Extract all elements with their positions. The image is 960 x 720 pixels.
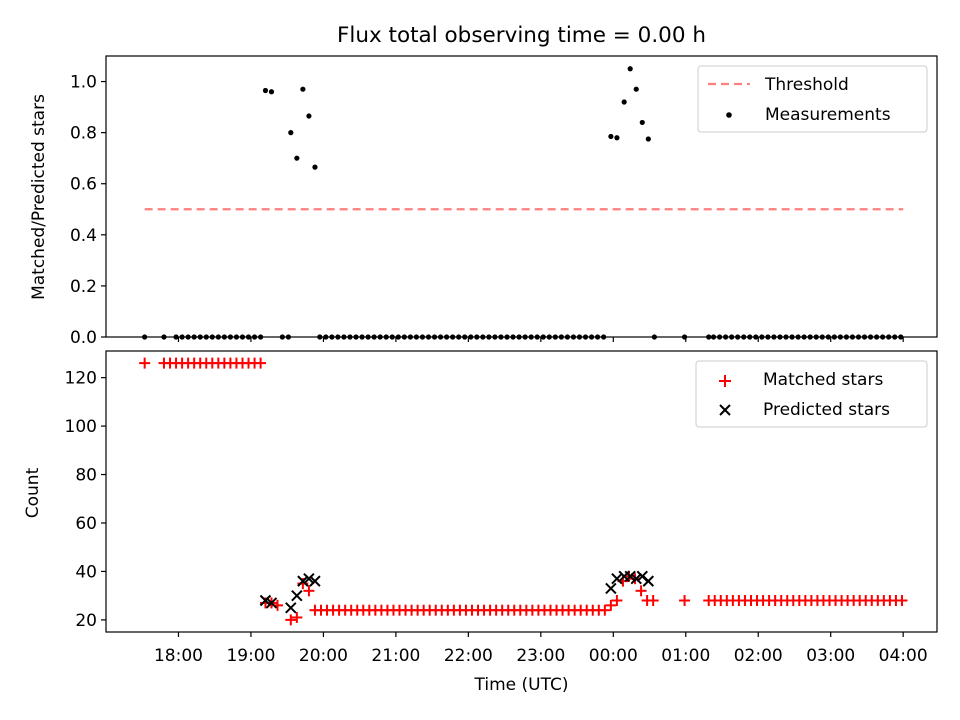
measurement-point [288,130,294,136]
predicted-star-marker [611,572,623,585]
bottom-x-tick-label: 03:00 [806,646,855,666]
top-y-tick-label: 0.4 [70,226,97,246]
bottom-x-tick-label: 20:00 [299,646,348,666]
predicted-stars-series [259,570,655,614]
measurement-point [627,66,633,72]
predicted-star-marker [265,597,278,609]
predicted-stars-legend-swatch [719,404,731,416]
predicted-star-marker [291,589,303,602]
bottom-x-tick-label: 18:00 [154,646,203,666]
top-panel: 0.0 0.2 0.4 0.6 0.8 1.0 Matched/Predicted sta… [29,55,938,348]
chart-title: Flux total observing time = 0.00 h [337,23,706,48]
top-y-tick-label: 0.6 [70,175,97,195]
predicted-star-marker [309,575,321,587]
bottom-x-tick-label: 00:00 [589,646,638,666]
top-y-tick-label: 1.0 [70,73,97,93]
measurement-point [268,89,275,95]
top-legend-box [697,65,928,133]
predicted-star-marker [642,575,655,587]
matched-star-marker [139,357,151,369]
top-axes-frame [105,55,938,338]
matched-star-marker [647,595,659,607]
measurement-point [294,155,300,161]
measurement-point [639,119,645,126]
matched-star-marker [303,585,315,597]
top-y-tick-label: 0.8 [70,124,97,144]
measurement-point [645,136,651,142]
top-x-axis-ticks [177,337,904,342]
predicted-star-marker [285,602,297,614]
bottom-y-tick-label: 100 [65,417,97,437]
predicted-star-marker [303,572,315,585]
matched-star-marker [285,614,297,626]
bottom-axes-frame [105,350,938,633]
bottom-x-tick-label: 02:00 [734,646,783,666]
top-legend: Threshold Measurements [697,65,928,133]
matched-star-marker [679,595,691,607]
predicted-star-marker [259,594,272,607]
top-y-tick-label: 0.2 [70,277,97,297]
measurements-legend-label: Measurements [765,105,891,125]
bottom-y-tick-label: 60 [75,514,97,534]
bottom-x-tick-label: 04:00 [879,646,928,666]
top-y-axis-ticks: 0.0 0.2 0.4 0.6 0.8 1.0 [70,73,106,348]
measurement-point [306,113,312,119]
predicted-star-marker [605,582,617,595]
matched-star-marker [896,595,908,607]
bottom-legend-box [695,360,928,428]
threshold-legend-label: Threshold [764,75,849,95]
bottom-y-axis-ticks: 20 40 60 80 100 120 [65,369,106,631]
bottom-x-axis-ticks: 18:00 19:00 20:00 21:00 22:00 23:00 00:00 01:00… [154,632,928,666]
matched-star-marker [599,604,611,616]
predicted-star-marker [630,572,642,585]
bottom-y-tick-label: 20 [75,611,97,631]
measurement-point [300,86,306,92]
top-y-axis-label: Matched/Predicted stars [29,94,49,300]
bottom-x-tick-label: 23:00 [516,646,565,666]
measurement-point [608,133,614,140]
bottom-legend: Matched stars Predicted stars [695,360,928,428]
matched-star-marker [635,585,647,597]
matched-star-marker [291,611,303,623]
measurement-point [621,99,627,105]
matched-star-marker [605,599,617,611]
predicted-star-marker [624,570,636,582]
bottom-y-axis-label: Count [23,467,43,518]
bottom-x-axis-label: Time (UTC) [474,675,569,695]
measurement-point [312,164,318,170]
top-y-tick-label: 0.0 [70,328,97,348]
bottom-panel: 20 40 60 80 100 120 18:00 19:00 20:00 21:00 22:00… [23,350,938,695]
bottom-x-tick-label: 01:00 [661,646,710,666]
bottom-x-tick-label: 19:00 [226,646,275,666]
bottom-x-tick-label: 21:00 [371,646,420,666]
matched-stars-legend-label: Matched stars [763,370,883,390]
matched-star-marker [611,595,623,607]
measurement-point [614,135,620,141]
measurement-point [262,87,269,94]
matched-star-marker [255,357,267,369]
matched-star-marker [309,604,321,616]
matched-stars-legend-swatch [719,375,731,387]
bottom-y-tick-label: 40 [75,562,97,582]
measurements-legend-swatch [726,112,732,118]
predicted-stars-legend-label: Predicted stars [763,400,890,420]
predicted-star-marker [297,575,309,587]
measurement-point [633,86,639,92]
bottom-x-tick-label: 22:00 [444,646,493,666]
bottom-y-tick-label: 120 [65,369,97,389]
bottom-y-tick-label: 80 [75,466,97,486]
